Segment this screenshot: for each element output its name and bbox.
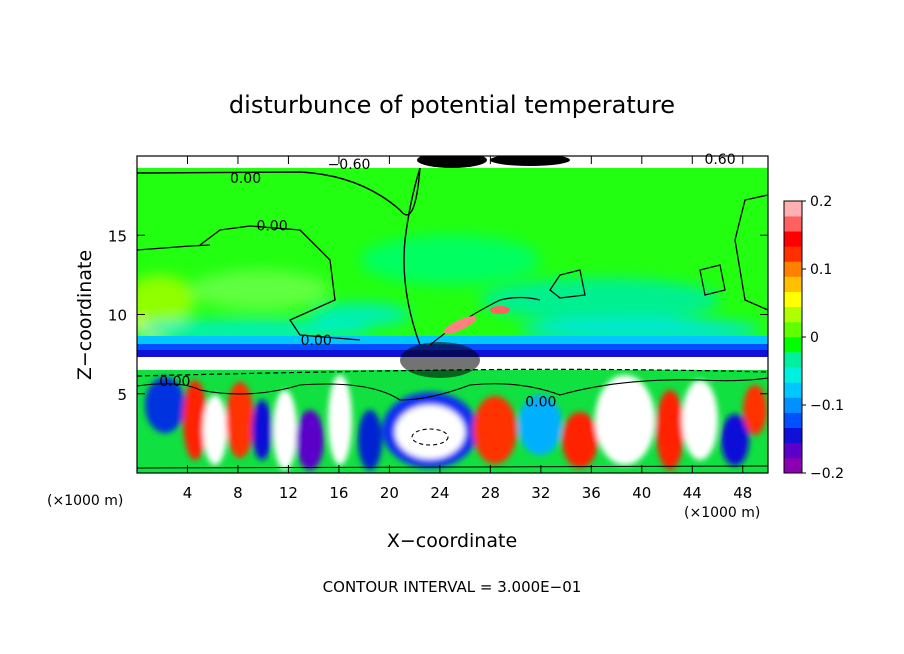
contour-label: 0.00 xyxy=(159,374,190,390)
top-boundary xyxy=(417,156,487,168)
x-tick-label: 16 xyxy=(329,484,348,502)
zero-contour xyxy=(137,465,768,469)
zero-contour xyxy=(137,368,768,377)
colorbar-swatch xyxy=(784,306,802,323)
x-tick-label: 44 xyxy=(683,484,702,502)
field-region xyxy=(473,396,517,464)
x-axis-label: X−coordinate xyxy=(387,530,517,552)
x-tick-label: 36 xyxy=(582,484,601,502)
field-region xyxy=(183,380,207,460)
y-tick-label: 5 xyxy=(117,386,127,404)
zero-contour xyxy=(137,167,421,216)
x-axis: 4 8 12 16 20 24 28 32 36 40 44 48 xyxy=(183,156,752,502)
colorbar-swatch xyxy=(784,382,802,398)
cold-band xyxy=(137,336,768,346)
x-tick-label: 40 xyxy=(632,484,651,502)
plot-area xyxy=(137,156,768,473)
zero-contour xyxy=(549,269,586,299)
colorbar-tick-label: 0 xyxy=(810,330,819,346)
zero-contour xyxy=(411,428,449,446)
colorbar-swatch xyxy=(784,321,802,338)
field-region xyxy=(296,410,324,470)
colorbar-swatch xyxy=(784,367,802,383)
colorbar-tick-label: 0.1 xyxy=(810,262,832,278)
field-region xyxy=(358,410,382,470)
contour-label: 0.60 xyxy=(704,152,735,168)
zero-contour xyxy=(699,264,726,296)
colorbar-swatch xyxy=(784,352,802,368)
contour-label: 0.00 xyxy=(230,171,261,187)
field-region xyxy=(395,405,465,459)
field-region xyxy=(656,390,684,470)
colorbar-swatch xyxy=(784,397,802,413)
x-tick-label: 8 xyxy=(233,484,243,502)
x-unit-right: (×1000 m) xyxy=(684,505,760,521)
colorbar-tick-label: 0.2 xyxy=(810,194,832,210)
field-region xyxy=(595,375,655,465)
colorbar-swatch xyxy=(784,201,802,217)
chart-title: disturbunce of potential temperature xyxy=(229,91,675,119)
field-region xyxy=(562,412,598,468)
field-region xyxy=(721,414,749,466)
x-tick-label: 28 xyxy=(481,484,500,502)
colorbar-swatch xyxy=(784,291,802,308)
field-region xyxy=(273,390,297,470)
colorbar-swatch xyxy=(784,457,802,474)
contour-interval-note: CONTOUR INTERVAL = 3.000E−01 xyxy=(323,578,582,596)
x-tick-label: 32 xyxy=(531,484,550,502)
colorbar-swatch xyxy=(784,231,802,247)
x-tick-label: 48 xyxy=(733,484,752,502)
x-tick-label: 12 xyxy=(279,484,298,502)
field-region xyxy=(328,375,352,465)
wake-contour xyxy=(403,167,421,346)
colorbar-swatch xyxy=(784,412,802,428)
field-region xyxy=(145,377,185,433)
field-region xyxy=(310,303,410,327)
zero-contour xyxy=(734,194,768,311)
field-region xyxy=(518,395,562,455)
contour-label: 0.00 xyxy=(256,219,287,235)
x-tick-label: 24 xyxy=(430,484,449,502)
colorbar-swatch xyxy=(784,442,802,459)
field-region xyxy=(743,385,767,435)
y-axis-label: Z−coordinate xyxy=(74,250,96,380)
field-region xyxy=(480,278,720,322)
wake-patch xyxy=(490,306,510,314)
x-tick-label: 4 xyxy=(183,484,193,502)
colorbar-swatch xyxy=(784,216,802,232)
colorbar-swatch xyxy=(784,261,802,277)
colorbar xyxy=(783,200,803,474)
field-region xyxy=(226,382,254,458)
colorbar-tick-label: −0.1 xyxy=(810,398,844,414)
field-region xyxy=(190,270,330,310)
zero-contour xyxy=(137,377,768,401)
colorbar-tick-label: −0.2 xyxy=(810,466,844,482)
y-tick-label: 10 xyxy=(108,307,127,325)
colorbar-swatch xyxy=(784,337,802,353)
zero-contour xyxy=(199,225,361,341)
colorbar-ticks: 0.2 0.1 0 −0.1 −0.2 xyxy=(802,194,844,482)
x-tick-label: 20 xyxy=(380,484,399,502)
field-region xyxy=(252,400,272,460)
contour-label: 0.00 xyxy=(525,395,556,411)
field-region xyxy=(203,395,227,465)
contour-label: 0.00 xyxy=(301,333,332,349)
wake-patch xyxy=(400,342,480,378)
field-region xyxy=(682,380,718,460)
wake-patch xyxy=(443,316,477,334)
top-boundary xyxy=(490,156,570,166)
zero-contour xyxy=(137,244,211,251)
field-region xyxy=(137,275,195,325)
colorbar-swatch xyxy=(784,246,802,262)
field-region xyxy=(137,320,370,340)
colorbar-swatch xyxy=(784,427,802,444)
colorbar-swatch xyxy=(784,276,802,292)
field-region xyxy=(360,235,540,285)
contour-label: −0.60 xyxy=(328,157,371,173)
x-unit-left: (×1000 m) xyxy=(47,493,123,509)
y-tick-label: 15 xyxy=(108,227,127,245)
y-axis: 5 10 15 xyxy=(108,227,768,404)
